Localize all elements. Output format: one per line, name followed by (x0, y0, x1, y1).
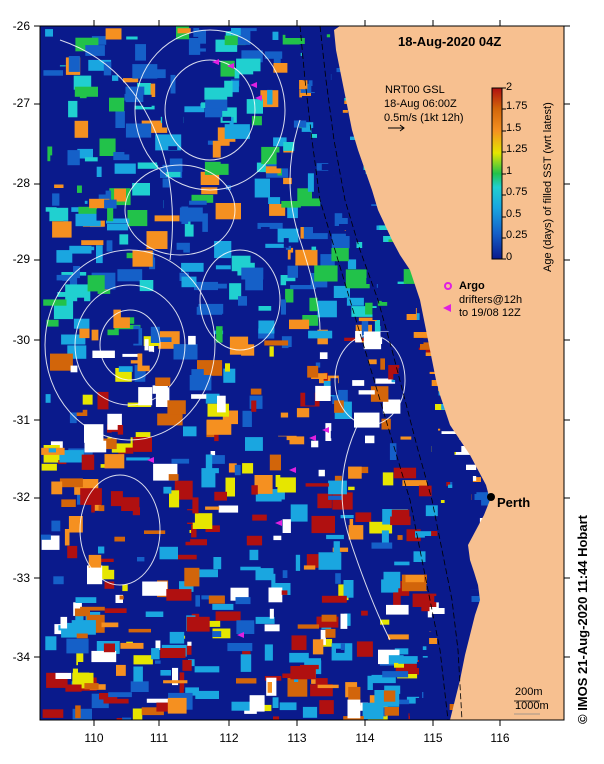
lat-tick-label: -34 (12, 650, 30, 664)
lon-tick-label: 110 (84, 731, 104, 745)
colorbar-tick-label: 1 (506, 165, 513, 177)
credit-text: © IMOS 21-Aug-2020 11:44 Hobart (575, 515, 590, 724)
map-frame (39, 25, 565, 721)
drifter-arrow-icon (443, 304, 451, 312)
lat-tick-label: -27 (12, 96, 30, 110)
lat-tick-label: -26 (12, 19, 30, 33)
colorbar-tick-label: 0.75 (506, 186, 528, 198)
depth-legend-200m: 200m (515, 686, 543, 698)
argo-float-icon (444, 282, 452, 290)
colorbar-tick-label: 1.25 (506, 143, 528, 155)
current-legend-line2: 18-Aug 06:00Z (384, 98, 457, 110)
current-contours (44, 29, 406, 641)
drifters-label-line1: drifters@12h (459, 294, 523, 306)
current-legend-line1: NRT00 GSL (385, 84, 445, 96)
lon-tick-label: 115 (423, 731, 443, 745)
lon-tick-label: 114 (355, 731, 375, 745)
map-title: 18-Aug-2020 04Z (398, 34, 502, 49)
colorbar-ticks (502, 87, 506, 260)
colorbar-tick-label: 0 (506, 251, 513, 263)
bathymetry-lines (299, 26, 463, 720)
lon-tick-label: 113 (287, 731, 307, 745)
lon-tick-label: 112 (219, 731, 239, 745)
sst-age-patches (40, 26, 497, 720)
axis-ticks (34, 20, 570, 726)
argo-label: Argo (459, 280, 485, 292)
lon-tick-label: 116 (490, 731, 510, 745)
colorbar-title: Age (days) of filled SST (wrt latest) (542, 102, 554, 272)
drifters-label-line2: to 19/08 12Z (459, 307, 521, 319)
lat-tick-label: -29 (12, 252, 30, 266)
perth-label: Perth (497, 495, 531, 510)
lat-tick-label: -32 (12, 490, 30, 504)
land-area (334, 26, 564, 720)
lat-tick-label: -28 (12, 176, 30, 190)
argo-drifter-marks (147, 59, 329, 638)
lat-tick-label: -30 (12, 333, 30, 347)
colorbar-tick-label: 1.75 (506, 100, 528, 112)
colorbar-tick-label: 2 (506, 81, 513, 93)
lat-tick-label: -31 (12, 413, 30, 427)
perth-marker-icon (487, 493, 495, 501)
depth-legend-1000m: 1000m (515, 700, 549, 712)
colorbar-tick-label: 1.5 (506, 122, 522, 134)
colorbar-tick-label: 0.25 (506, 229, 528, 241)
colorbar-tick-label: 0.5 (506, 208, 522, 220)
current-scale-arrow (388, 124, 405, 132)
current-legend-line3: 0.5m/s (1kt 12h) (384, 112, 464, 124)
lat-tick-label: -33 (12, 571, 30, 585)
colorbar (491, 87, 503, 260)
lon-tick-label: 111 (149, 731, 169, 745)
